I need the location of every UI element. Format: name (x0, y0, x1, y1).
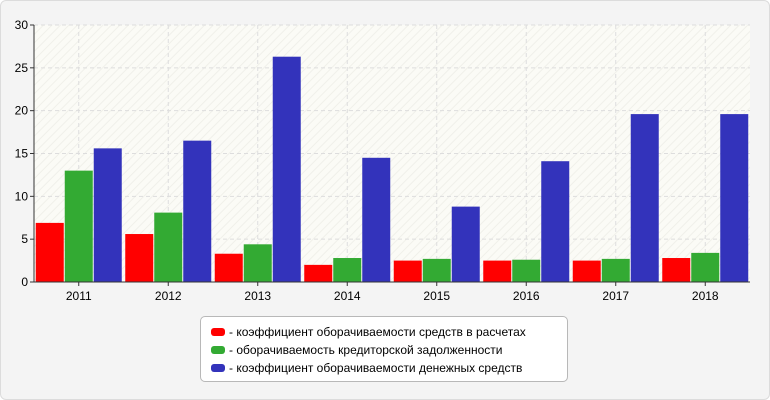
y-tick-label: 5 (21, 232, 28, 246)
bar (272, 56, 301, 282)
bar (483, 260, 512, 282)
bar (304, 264, 333, 282)
y-tick-label: 30 (15, 18, 29, 32)
bar (183, 140, 212, 282)
bar (601, 258, 630, 282)
bar (451, 206, 480, 282)
legend-label: - коэффициент оборачиваемости денежных с… (229, 361, 523, 375)
legend-item: - коэффициент оборачиваемости денежных с… (211, 359, 567, 377)
bar (572, 260, 601, 282)
axes: 0 5 10 15 20 25 30 2011 2012 2013 2014 2015 2016 2017… (15, 18, 750, 300)
bar (422, 258, 451, 282)
legend-swatch (211, 364, 225, 372)
x-tick-label: 2017 (602, 289, 629, 300)
bar (93, 148, 122, 282)
bar-chart: 0 5 10 15 20 25 30 2011 2012 2013 2014 2015 2016 2017… (15, 18, 750, 300)
bar (691, 252, 720, 282)
bar (125, 234, 154, 282)
x-tick-label: 2013 (244, 289, 271, 300)
x-tick-label: 2011 (66, 289, 92, 300)
legend: - коэффициент оборачиваемости средств в … (200, 316, 568, 382)
legend-item: - коэффициент оборачиваемости средств в … (211, 323, 567, 341)
bar (214, 253, 243, 282)
bars (35, 56, 749, 283)
y-tick-label: 0 (21, 275, 28, 289)
bar (243, 244, 272, 282)
bar (512, 259, 541, 282)
y-tick-label: 20 (15, 104, 29, 118)
bar (393, 260, 422, 282)
bar (630, 114, 659, 283)
x-tick-label: 2014 (334, 289, 361, 300)
x-tick-label: 2016 (513, 289, 540, 300)
y-tick-label: 10 (15, 189, 29, 203)
x-tick-label: 2015 (423, 289, 450, 300)
grid (34, 24, 750, 282)
y-tick-label: 15 (15, 147, 29, 161)
bar (662, 258, 691, 282)
legend-label: - оборачиваемость кредиторской задолженн… (229, 343, 503, 357)
bar (64, 170, 93, 282)
x-tick-label: 2018 (692, 289, 719, 300)
bar (333, 258, 362, 282)
bar (154, 212, 183, 282)
legend-item: - оборачиваемость кредиторской задолженн… (211, 341, 567, 359)
legend-swatch (211, 328, 225, 336)
bar (35, 222, 64, 282)
bar (541, 161, 570, 282)
x-tick-label: 2012 (155, 289, 182, 300)
legend-label: - коэффициент оборачиваемости средств в … (229, 325, 526, 339)
y-tick-label: 25 (15, 61, 29, 75)
bar (362, 157, 391, 282)
bar (720, 114, 749, 283)
legend-swatch (211, 346, 225, 354)
